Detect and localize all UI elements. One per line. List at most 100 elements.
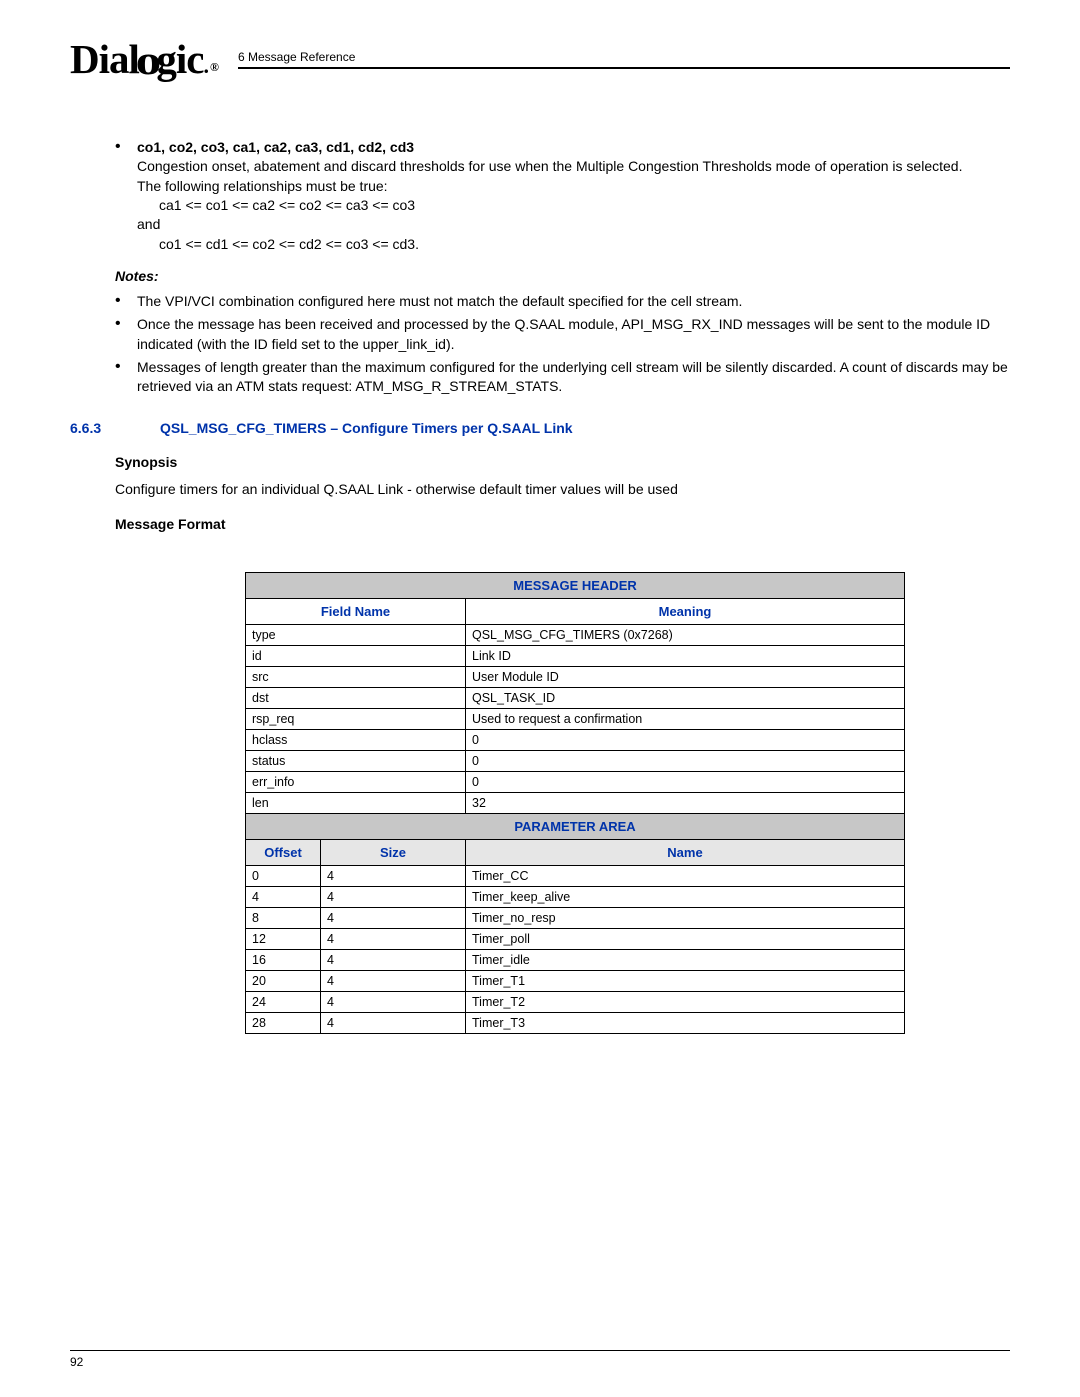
col-field-name: Field Name — [246, 598, 466, 624]
table-row: dstQSL_TASK_ID — [246, 687, 905, 708]
cell-name: Timer_idle — [466, 949, 905, 970]
table-section-header: PARAMETER AREA — [246, 813, 905, 839]
cell-size: 4 — [321, 865, 466, 886]
cell-size: 4 — [321, 886, 466, 907]
note-text: The VPI/VCI combination configured here … — [137, 292, 1010, 311]
cell-meaning: Link ID — [466, 645, 905, 666]
note-text: Once the message has been received and p… — [137, 315, 1010, 354]
table-row: len32 — [246, 792, 905, 813]
logo-dot: . — [204, 53, 209, 79]
cell-size: 4 — [321, 928, 466, 949]
logo-reg: ® — [210, 60, 218, 75]
bullet-title: co1, co2, co3, ca1, ca2, ca3, cd1, cd2, … — [137, 138, 1010, 157]
bullet-line-1: Congestion onset, abatement and discard … — [137, 157, 1010, 176]
cell-offset: 24 — [246, 991, 321, 1012]
cell-field: hclass — [246, 729, 466, 750]
message-format-header: Message Format — [115, 516, 1010, 532]
bullet-thresholds: • co1, co2, co3, ca1, ca2, ca3, cd1, cd2… — [115, 138, 1010, 254]
table-row: 204Timer_T1 — [246, 970, 905, 991]
cell-field: type — [246, 624, 466, 645]
cell-meaning: QSL_TASK_ID — [466, 687, 905, 708]
synopsis-header: Synopsis — [115, 454, 1010, 470]
cell-field: err_info — [246, 771, 466, 792]
table-row: 04Timer_CC — [246, 865, 905, 886]
cell-meaning: User Module ID — [466, 666, 905, 687]
table-row: 44Timer_keep_alive — [246, 886, 905, 907]
cell-offset: 16 — [246, 949, 321, 970]
page-header: Dialogic.® 6 Message Reference — [70, 35, 1010, 83]
table-row: typeQSL_MSG_CFG_TIMERS (0x7268) — [246, 624, 905, 645]
table-row: 84Timer_no_resp — [246, 907, 905, 928]
synopsis-text: Configure timers for an individual Q.SAA… — [115, 480, 1010, 499]
cell-field: rsp_req — [246, 708, 466, 729]
cell-size: 4 — [321, 1012, 466, 1033]
bullet-icon: • — [115, 138, 137, 254]
cell-name: Timer_CC — [466, 865, 905, 886]
cell-meaning: QSL_MSG_CFG_TIMERS (0x7268) — [466, 624, 905, 645]
cell-meaning: 0 — [466, 771, 905, 792]
cell-size: 4 — [321, 949, 466, 970]
cell-name: Timer_poll — [466, 928, 905, 949]
cell-field: dst — [246, 687, 466, 708]
table-row: status0 — [246, 750, 905, 771]
section-heading: 6.6.3 QSL_MSG_CFG_TIMERS – Configure Tim… — [70, 420, 1010, 436]
bullet-icon: • — [115, 358, 137, 397]
cell-field: len — [246, 792, 466, 813]
cell-offset: 12 — [246, 928, 321, 949]
bullet-icon: • — [115, 315, 137, 354]
table-row: idLink ID — [246, 645, 905, 666]
note-3: • Messages of length greater than the ma… — [115, 358, 1010, 397]
table-row: hclass0 — [246, 729, 905, 750]
page-number: 92 — [70, 1355, 83, 1369]
table-row: 124Timer_poll — [246, 928, 905, 949]
page-footer: 92 — [70, 1350, 1010, 1369]
section-title: QSL_MSG_CFG_TIMERS – Configure Timers pe… — [160, 420, 573, 436]
col-meaning: Meaning — [466, 598, 905, 624]
section-number: 6.6.3 — [70, 420, 160, 436]
header-breadcrumb: 6 Message Reference — [238, 50, 1010, 69]
document-page: Dialogic.® 6 Message Reference • co1, co… — [0, 0, 1080, 1397]
cell-field: status — [246, 750, 466, 771]
table-row: 164Timer_idle — [246, 949, 905, 970]
table-row: err_info0 — [246, 771, 905, 792]
cell-name: Timer_no_resp — [466, 907, 905, 928]
note-1: • The VPI/VCI combination configured her… — [115, 292, 1010, 311]
logo-text-3: gic — [156, 35, 203, 83]
table-row: rsp_reqUsed to request a confirmation — [246, 708, 905, 729]
note-text: Messages of length greater than the maxi… — [137, 358, 1010, 397]
cell-meaning: Used to request a confirmation — [466, 708, 905, 729]
col-name: Name — [466, 839, 905, 865]
message-table: MESSAGE HEADER Field Name Meaning typeQS… — [245, 572, 905, 1034]
table-section-header: MESSAGE HEADER — [246, 572, 905, 598]
col-offset: Offset — [246, 839, 321, 865]
cell-meaning: 32 — [466, 792, 905, 813]
bullet-and: and — [137, 215, 1010, 234]
bullet-icon: • — [115, 292, 137, 311]
cell-name: Timer_T2 — [466, 991, 905, 1012]
cell-name: Timer_keep_alive — [466, 886, 905, 907]
cell-meaning: 0 — [466, 729, 905, 750]
cell-size: 4 — [321, 907, 466, 928]
bullet-line-2: The following relationships must be true… — [137, 177, 1010, 196]
cell-name: Timer_T3 — [466, 1012, 905, 1033]
cell-field: src — [246, 666, 466, 687]
table-row: srcUser Module ID — [246, 666, 905, 687]
cell-offset: 0 — [246, 865, 321, 886]
bullet-body: co1, co2, co3, ca1, ca2, ca3, cd1, cd2, … — [137, 138, 1010, 254]
content-area: • co1, co2, co3, ca1, ca2, ca3, cd1, cd2… — [70, 138, 1010, 1034]
cell-offset: 28 — [246, 1012, 321, 1033]
bullet-rel-1: ca1 <= co1 <= ca2 <= co2 <= ca3 <= co3 — [137, 196, 1010, 215]
table-row: 244Timer_T2 — [246, 991, 905, 1012]
cell-offset: 20 — [246, 970, 321, 991]
cell-field: id — [246, 645, 466, 666]
note-2: • Once the message has been received and… — [115, 315, 1010, 354]
notes-header: Notes: — [115, 268, 1010, 284]
bullet-rel-2: co1 <= cd1 <= co2 <= cd2 <= co3 <= cd3. — [137, 235, 1010, 254]
cell-size: 4 — [321, 970, 466, 991]
cell-name: Timer_T1 — [466, 970, 905, 991]
logo: Dialogic.® — [70, 35, 218, 83]
table-row: 284Timer_T3 — [246, 1012, 905, 1033]
logo-text-1: Dial — [70, 35, 139, 83]
cell-offset: 8 — [246, 907, 321, 928]
cell-meaning: 0 — [466, 750, 905, 771]
